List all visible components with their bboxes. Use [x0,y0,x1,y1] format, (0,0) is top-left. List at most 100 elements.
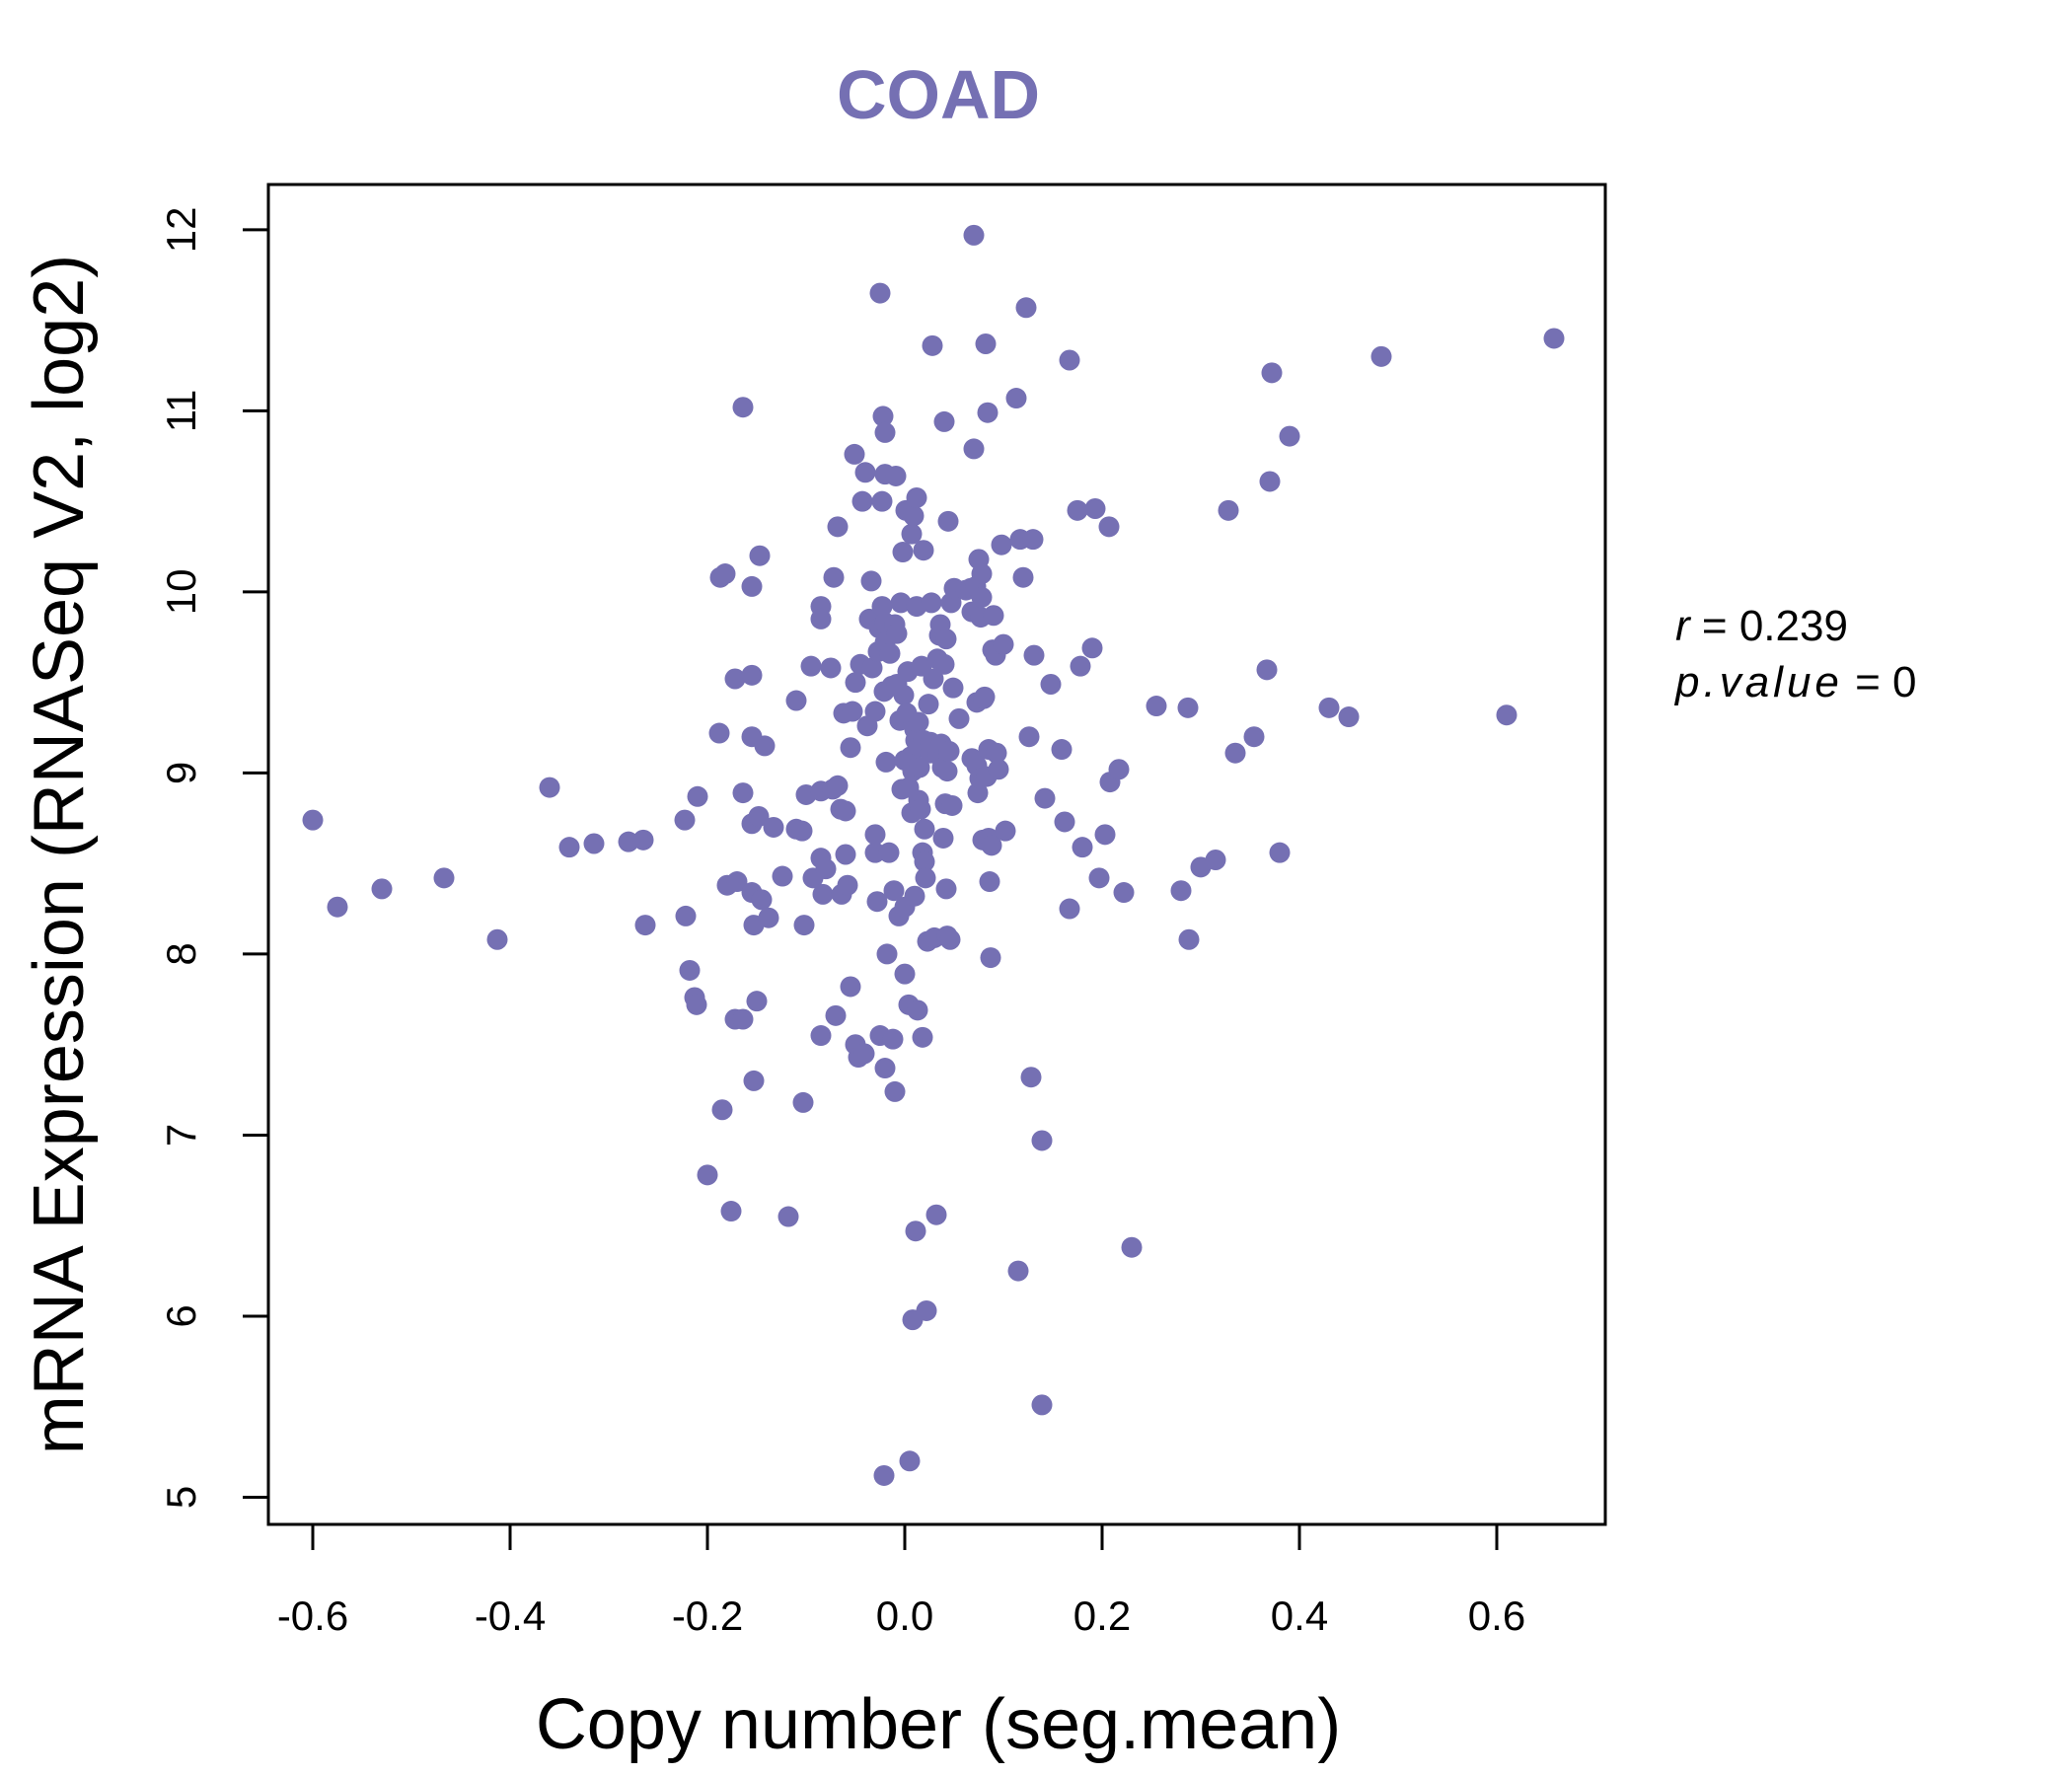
data-point [1113,882,1135,904]
data-point [711,1099,733,1121]
data-point [754,735,776,757]
data-point [1205,850,1226,871]
data-point [938,740,960,762]
y-tick-label: 6 [158,1304,204,1327]
data-point [936,761,958,782]
data-point [981,835,1002,856]
data-point [1018,726,1040,748]
x-tick-label: -0.6 [277,1592,348,1639]
data-point [963,224,985,246]
data-point [892,542,914,563]
data-point [1338,706,1360,728]
data-point [791,820,813,842]
data-point [1005,388,1027,409]
data-point [904,885,925,907]
data-point [871,490,893,512]
data-point [675,905,697,926]
data-point [1279,425,1300,447]
data-point [1088,867,1110,889]
data-point [875,751,897,773]
data-point [873,1464,895,1486]
data-point [1020,1067,1042,1088]
r-label: r [1675,602,1692,650]
data-point [679,959,701,981]
data-point [1081,637,1103,659]
data-point [851,490,873,512]
data-point [1269,842,1291,863]
data-point [905,1221,926,1242]
data-point [1072,837,1093,858]
data-point [869,282,891,304]
data-point [918,694,939,715]
data-point [686,994,707,1015]
data-point [1031,1394,1053,1416]
data-point [844,443,865,465]
r-equals: = [1702,602,1739,650]
data-point [991,534,1012,555]
data-point [988,759,1009,780]
data-point [922,334,943,356]
data-point [975,333,997,354]
y-tick-label: 8 [158,942,204,965]
data-point [916,1299,937,1321]
x-tick-label: 0.6 [1468,1592,1525,1639]
data-point [634,915,656,936]
data-point [371,878,393,900]
data-point [746,991,768,1012]
data-point [751,889,773,911]
data-point [741,664,763,686]
data-point [1054,811,1075,833]
data-point [825,1004,847,1026]
data-point [1012,566,1034,588]
data-point [914,851,935,872]
data-point [907,999,928,1021]
data-point [748,805,770,827]
data-point [720,1201,742,1222]
data-point [1146,696,1167,717]
y-axis-title: mRNA Expression (RNASeq V2, log2) [20,255,99,1454]
data-point [894,963,916,985]
data-point [1108,759,1130,780]
chart-title: COAD [837,56,1040,133]
data-point [1318,697,1340,718]
data-point [853,1043,875,1065]
y-tick-label: 5 [158,1486,204,1509]
data-point [486,928,508,950]
data-point [815,858,837,880]
data-point [883,880,905,902]
data-point [932,827,954,849]
data-point [854,462,876,483]
data-point [921,592,942,614]
y-tick-label: 11 [158,390,204,433]
data-point [872,406,894,427]
data-point [697,1164,718,1186]
data-point [741,575,763,597]
data-point [885,465,907,486]
x-tick-label: -0.4 [475,1592,546,1639]
data-point [871,596,893,618]
data-point [1121,1236,1143,1258]
data-point [1070,655,1091,677]
data-point [726,871,748,893]
x-tick-label: 0.2 [1073,1592,1131,1639]
data-point [810,1025,832,1047]
x-axis: -0.6 -0.4 -0.2 0.0 0.2 0.4 0.6 [277,1522,1525,1639]
data-point [749,545,771,566]
x-tick-label: 0.0 [876,1592,933,1639]
data-point [539,777,560,798]
data-point [1067,499,1088,521]
data-point [743,1070,765,1091]
data-point [1059,349,1080,371]
data-point [840,976,861,998]
data-point [1084,497,1106,519]
y-axis: 5 6 7 8 9 10 11 12 [158,207,270,1509]
y-tick-label: 7 [158,1124,204,1147]
y-tick-label: 12 [158,207,204,254]
data-point [935,629,957,650]
data-point [963,438,985,460]
data-point [948,707,970,729]
data-point [890,592,912,614]
data-point [910,798,931,820]
data-point [933,410,955,432]
data-point [732,782,754,804]
